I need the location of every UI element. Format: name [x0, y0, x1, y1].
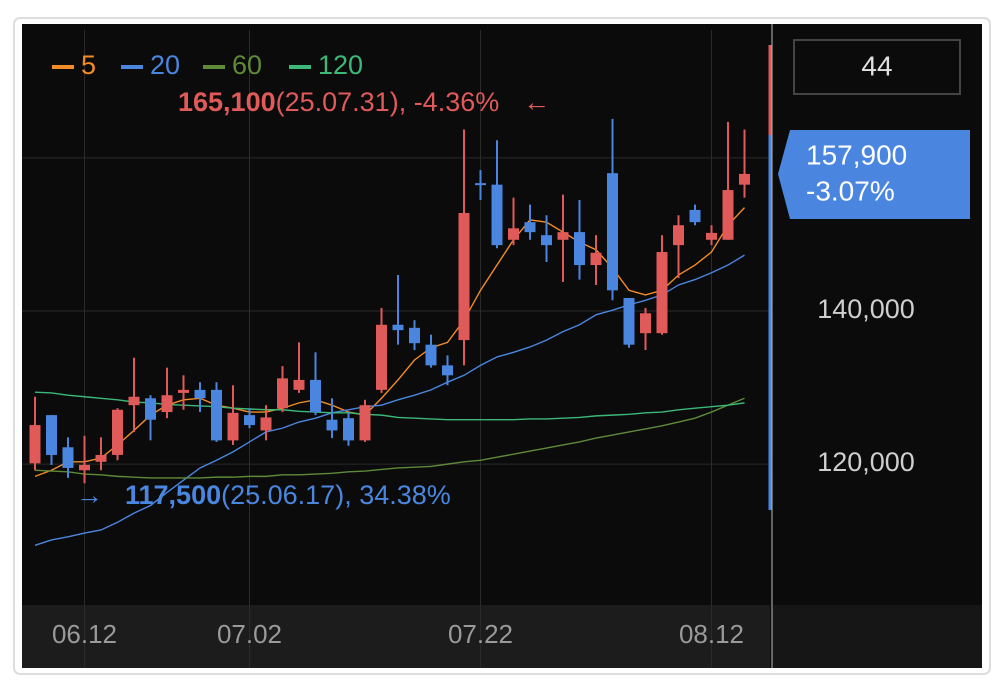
price-tag-value: 157,900	[806, 139, 907, 170]
candle-body	[458, 212, 470, 341]
candle-body	[260, 417, 272, 431]
candle-body	[425, 344, 437, 366]
candle-body	[673, 225, 684, 246]
candle-body	[62, 447, 74, 468]
candle-body	[656, 252, 668, 334]
candle-body	[590, 252, 602, 266]
badge-box	[793, 39, 961, 95]
x-tick-label: 07.02	[217, 619, 282, 649]
grid: 06.12 07.02 07.22 08.12	[22, 30, 770, 668]
candle-body	[706, 232, 717, 240]
y-tick-label: 120,000	[817, 447, 915, 477]
badge: 44	[861, 50, 892, 81]
annotation: → 117,500(25.06.17), 34.38%	[76, 480, 451, 510]
candle-body	[689, 209, 701, 223]
x-tick-label: 08.12	[679, 619, 744, 649]
candle-body	[293, 379, 305, 390]
candle-body	[409, 327, 420, 344]
annotation-detail: (25.06.17), 34.38%	[221, 480, 451, 510]
candle-body	[392, 324, 404, 331]
candles	[29, 118, 750, 484]
candle-body	[343, 418, 354, 441]
x-tick-label: 06.12	[52, 619, 117, 649]
candle-body	[623, 297, 635, 345]
annotation: 165,100(25.07.31), -4.36% ←	[178, 87, 550, 117]
candle-body	[128, 396, 140, 406]
annotation-price: 165,100	[178, 87, 276, 117]
annotation-arrow: ←	[523, 87, 550, 117]
legend: 5 20 60 120	[52, 50, 363, 80]
candle-body	[227, 412, 239, 441]
candle-body	[112, 409, 123, 455]
current-price-tag: 157,900 -3.07%	[778, 129, 970, 219]
legend-label: 5	[81, 50, 96, 80]
candle-body	[161, 395, 173, 413]
candle-body	[508, 228, 519, 240]
candle-body	[46, 415, 57, 455]
candle-body	[557, 232, 569, 240]
corner-band	[772, 605, 982, 668]
candle-body	[178, 389, 189, 393]
y-tick-label: 140,000	[817, 294, 915, 324]
candle-body	[244, 415, 255, 426]
legend-label: 60	[232, 50, 262, 80]
annotation-arrow: →	[76, 480, 103, 510]
x-tick-label: 07.22	[448, 619, 513, 649]
candle-body	[491, 184, 503, 246]
legend-label: 20	[150, 50, 180, 80]
chart-background	[22, 24, 982, 668]
legend-label: 120	[318, 50, 363, 80]
candle-body	[739, 173, 750, 185]
x-axis-band	[22, 605, 770, 668]
candle-body	[640, 313, 651, 334]
candle-body	[722, 190, 734, 240]
candle-body	[574, 232, 585, 266]
ma-line	[34, 397, 745, 479]
candle-body	[359, 405, 371, 441]
candle-body	[607, 173, 618, 291]
annotation-price: 117,500	[125, 480, 221, 510]
candle-body	[326, 419, 338, 431]
candle-body	[376, 324, 387, 390]
price-tag-change: -3.07%	[806, 175, 895, 206]
candle-body	[194, 389, 206, 399]
candle-body	[310, 379, 321, 413]
candle-body	[95, 454, 107, 462]
annotation-detail: (25.07.31), -4.36%	[276, 87, 500, 117]
candle-body	[541, 235, 552, 246]
candle-body	[29, 425, 41, 464]
annotations: 165,100(25.07.31), -4.36% ← → 117,500(25.06…	[76, 87, 550, 510]
candle-body	[524, 222, 536, 233]
candle-body	[145, 398, 156, 420]
candle-body	[442, 365, 453, 376]
candle-body	[211, 389, 222, 441]
price-tag-shape	[778, 129, 970, 219]
candle-body	[475, 183, 486, 186]
candle-body	[277, 378, 288, 409]
candle-body	[79, 464, 90, 471]
